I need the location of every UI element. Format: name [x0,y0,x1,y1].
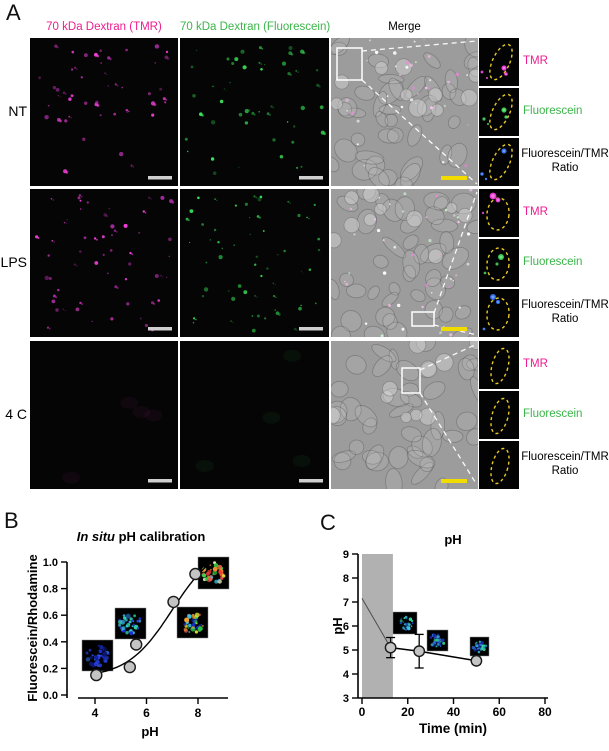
chart-c-ytick: 9 [343,549,349,561]
column-header-merge: Merge [388,21,421,33]
chart-b-data-point [90,668,103,682]
inset-label-lps-fluorescein: Fluorescein [523,256,583,269]
column-header-70-kda-dextran-tmr: 70 kDa Dextran (TMR) [46,21,162,33]
chart-b-ylabel: Fluorescein/Rhodamine [25,554,40,701]
microscopy-image-4-c-tmr [30,341,178,489]
chart-b-ytick: 1.0 [43,557,58,569]
microscopy-image-lps-tmr [30,189,178,337]
zoom-inset-4-c-fluorescein [479,391,519,439]
chart-c-ytick: 3 [343,693,349,705]
chart-b-fit-curve [96,565,208,674]
chart-b-data-point [123,660,137,674]
chart-b-ytick: 0.0 [43,690,58,702]
inset-label-nt-fluorescein: Fluorescein [523,105,583,118]
chart-b-data-point [189,567,202,581]
chart-c-title: pH [444,532,461,547]
chart-c-xtick: 0 [359,705,366,719]
chart-c-xtick: 80 [538,705,552,719]
chart-b-ytick: 0.8 [43,584,58,596]
zoom-inset-nt-tmr [479,38,519,86]
chart-b-xtick: 6 [143,706,150,720]
panel-c-letter: C [320,510,336,535]
chart-ph-calibration: In situ pH calibration 0.0 0.2 0.4 0.6 0.8 1.0… [25,529,230,739]
chart-c-ytick: 7 [343,597,349,609]
zoom-inset-lps-fluorescein [479,239,519,287]
chart-b-data-point [129,638,143,651]
inset-label-nt-fluorescein-tmr-ratio: Fluorescein/TMR Ratio [521,148,609,174]
microscopy-image-nt-merge [323,33,485,196]
chart-c-xtick: 20 [401,705,415,719]
panel-b-letter: B [4,508,19,533]
row-label-4-c: 4 C [5,406,27,422]
column-header-70-kda-dextran-fluorescein: 70 kDa Dextran (Fluorescein) [180,21,331,33]
chart-ph-over-time: 3 4 5 6 7 8 9 0 20 40 60 80 pH pH Time (min) [330,532,552,736]
chart-b-ytick: 0.2 [43,663,58,675]
chart-c-xlabel: Time (min) [419,721,487,736]
inset-label-4-c-fluorescein-tmr-ratio: Fluorescein/TMR Ratio [521,451,609,477]
zoom-inset-lps-fluorescein-tmr-ratio [479,289,519,337]
chart-c-ytick: 5 [343,645,349,657]
chart-b-xtick: 4 [92,706,99,720]
microscopy-image-4-c-fluorescein [180,341,329,489]
chart-c-ytick: 6 [343,621,349,633]
panel-a-letter: A [6,0,21,25]
inset-label-4-c-tmr: TMR [523,358,548,371]
microscopy-image-lps-fluorescein [180,189,329,337]
chart-c-data-point [413,645,426,658]
inset-label-4-c-fluorescein: Fluorescein [523,408,583,421]
chart-c-xtick: 60 [493,705,507,719]
row-label-lps: LPS [0,254,27,270]
chart-c-ylabel: pH [330,617,345,634]
chart-b-xtick: 8 [195,706,202,720]
chart-c-leadin-line [361,598,392,648]
chart-b-xlabel: pH [141,724,158,739]
chart-c-xtick: 40 [447,705,461,719]
zoom-inset-4-c-fluorescein-tmr-ratio [479,441,519,489]
chart-b-data-point [167,595,180,609]
chart-c-ytick: 4 [343,669,350,681]
microscopy-image-nt-tmr [30,38,178,186]
zoom-inset-nt-fluorescein [479,88,519,136]
inset-label-nt-tmr: TMR [523,55,548,68]
microscopy-image-nt-fluorescein [180,38,329,186]
chart-c-data-point [470,654,483,667]
chart-c-shaded-region [362,554,393,698]
zoom-inset-lps-tmr [479,189,519,237]
chart-c-ytick: 8 [343,573,349,585]
microscopy-image-lps-merge [325,181,490,346]
chart-c-data-point [384,641,397,654]
chart-b-ytick: 0.4 [43,637,59,649]
microscopy-image-4-c-merge [323,332,487,498]
chart-b-title: In situ pH calibration [77,529,206,544]
zoom-inset-nt-fluorescein-tmr-ratio [479,138,519,186]
zoom-inset-4-c-tmr [479,341,519,389]
inset-label-lps-fluorescein-tmr-ratio: Fluorescein/TMR Ratio [521,299,609,325]
inset-label-lps-tmr: TMR [523,206,548,219]
row-label-nt: NT [8,103,27,119]
chart-b-ytick: 0.6 [43,610,58,622]
